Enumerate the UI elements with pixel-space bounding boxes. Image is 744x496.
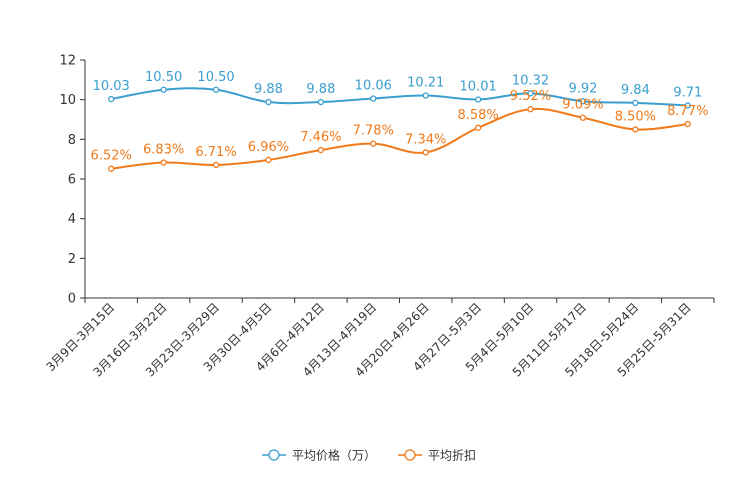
data-label: 10.03 [93, 79, 130, 94]
data-point [160, 159, 167, 166]
data-label: 6.96% [248, 140, 289, 155]
data-point [108, 95, 115, 103]
data-label: 10.50 [145, 70, 182, 85]
data-point [265, 98, 272, 106]
legend-marker [404, 449, 416, 461]
data-point [579, 114, 587, 121]
legend: 平均价格（万） 平均折扣 [262, 448, 476, 463]
data-point [212, 161, 220, 169]
legend-item: 平均折扣 [398, 448, 476, 463]
data-label: 10.32 [512, 73, 549, 88]
legend-label: 平均折扣 [428, 448, 476, 463]
data-label: 9.88 [254, 82, 283, 97]
series-line [111, 87, 688, 107]
data-point [317, 98, 325, 106]
data-label: 9.71 [673, 85, 702, 100]
data-point [422, 92, 429, 99]
data-point [317, 146, 325, 154]
y-tick-label: 0 [68, 292, 76, 307]
data-point [474, 96, 482, 103]
data-label: 7.78% [353, 124, 394, 139]
data-label: 9.52% [510, 89, 551, 104]
data-point [527, 90, 534, 97]
data-point [474, 124, 482, 131]
y-tick-label: 8 [68, 133, 76, 148]
y-tick-label: 6 [68, 173, 76, 188]
data-label: 7.34% [405, 132, 446, 147]
y-tick-label: 10 [59, 93, 76, 108]
data-label: 10.01 [460, 79, 497, 94]
data-point [370, 140, 377, 147]
data-label: 10.21 [407, 76, 444, 91]
data-label: 6.52% [91, 149, 132, 164]
legend-marker [268, 449, 280, 461]
data-label: 8.77% [667, 104, 708, 119]
data-point [527, 106, 534, 113]
series-layer: 10.03 10.50 10.50 9.88 9.88 10.06 10.21 10.01 10… [91, 70, 708, 172]
y-tick-label: 4 [68, 212, 76, 227]
data-label: 8.58% [457, 108, 498, 123]
data-point [684, 102, 691, 109]
data-label: 6.83% [143, 143, 184, 158]
data-label: 6.71% [195, 145, 236, 160]
data-point [212, 86, 220, 93]
data-label: 7.46% [300, 130, 341, 145]
data-label: 8.50% [615, 109, 656, 124]
data-label: 10.06 [355, 78, 392, 93]
data-point [108, 165, 115, 172]
legend-item: 平均价格（万） [262, 448, 376, 463]
data-point [422, 149, 429, 156]
data-label: 9.09% [562, 98, 603, 113]
data-point [632, 99, 639, 106]
legend-label: 平均价格（万） [292, 448, 376, 463]
data-label: 9.88 [306, 82, 335, 97]
data-label: 9.92 [568, 81, 597, 96]
data-point [370, 95, 377, 102]
y-tick-label: 12 [59, 54, 76, 69]
data-point [579, 98, 587, 105]
data-label: 10.50 [197, 70, 234, 85]
data-point [632, 126, 639, 133]
y-tick-label: 2 [68, 252, 76, 267]
series-discount: 6.52% 6.83% 6.71% 6.96% 7.46% 7.78% 7.34% 8.58%… [91, 89, 708, 172]
data-label: 9.84 [621, 83, 650, 98]
data-point [265, 156, 272, 164]
data-point [684, 120, 691, 128]
series-price: 10.03 10.50 10.50 9.88 9.88 10.06 10.21 10.01 10… [93, 70, 702, 109]
data-point [160, 86, 167, 93]
series-line [111, 107, 688, 170]
